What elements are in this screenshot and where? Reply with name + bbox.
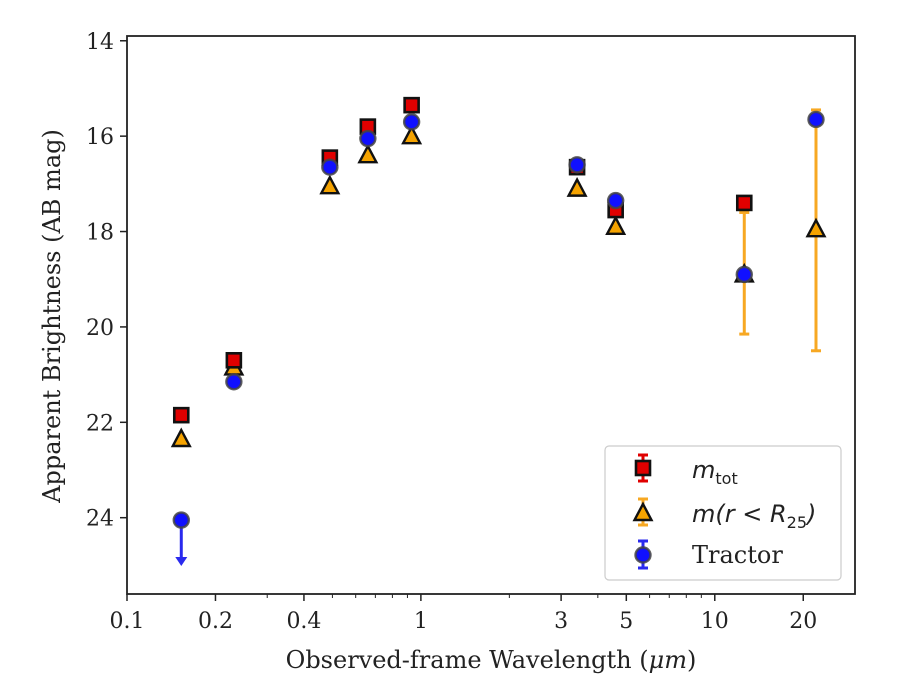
x-tick-label: 20 [789, 609, 817, 634]
tractor-upper-limit-arrowhead [175, 557, 188, 566]
x-tick-label: 0.2 [198, 609, 233, 634]
mtot-point [225, 352, 243, 369]
mr25-point [566, 177, 588, 197]
legend-frame [604, 445, 842, 581]
tractor-point [807, 110, 825, 129]
legend-label-tractor: Tractor [692, 541, 783, 569]
tractor-point [225, 373, 243, 391]
y-axis-label: Apparent Brightness (AB mag) [38, 129, 66, 504]
legend-mtot-marker [634, 459, 652, 477]
x-tick-label: 0.4 [286, 609, 321, 634]
tractor-point [606, 191, 625, 210]
mr25-point [357, 143, 379, 164]
tractor-point [172, 511, 190, 529]
legend-markers [632, 453, 654, 570]
legend-label-mr25: m(r < R25) [692, 500, 816, 532]
mtot-point [172, 406, 190, 424]
x-tick-label: 10 [701, 609, 729, 634]
y-tick-label: 14 [86, 30, 114, 55]
legend-label-mtot: mtot [692, 456, 738, 488]
y-tick-label: 18 [86, 221, 114, 246]
mr25-point [170, 427, 192, 448]
tractor-point [402, 113, 421, 131]
legend-tractor-marker [634, 546, 652, 564]
x-tick-label: 3 [554, 609, 568, 634]
tractor-point [321, 158, 339, 176]
mr25-point [605, 215, 627, 235]
mr25-point [401, 124, 423, 145]
mr25-point [319, 174, 341, 195]
y-tick-label: 16 [86, 125, 114, 150]
legend-mr25-marker [632, 501, 654, 522]
y-tick-label: 22 [86, 411, 114, 436]
tractor-point [735, 265, 753, 284]
mtot-point [735, 194, 753, 212]
x-tick-label: 0.1 [110, 609, 145, 634]
axes: 0.1 0.2 0.4 1 3 5 10 20 14 16 18 20 22 24 [86, 30, 856, 634]
tractor-point [359, 129, 377, 148]
y-tick-label: 24 [86, 507, 114, 532]
plot-frame [126, 35, 856, 595]
x-axis-label: Observed-frame Wavelength (μm) [286, 646, 697, 674]
y-tick-label: 20 [86, 316, 114, 341]
x-tick-label: 1 [414, 609, 428, 634]
legend: mtot m(r < R25) Tractor [604, 445, 842, 581]
mtot-point [403, 96, 420, 114]
tractor-point [568, 156, 586, 174]
mr25-point [805, 217, 827, 238]
data-points [170, 96, 827, 566]
x-tick-label: 5 [619, 609, 633, 634]
